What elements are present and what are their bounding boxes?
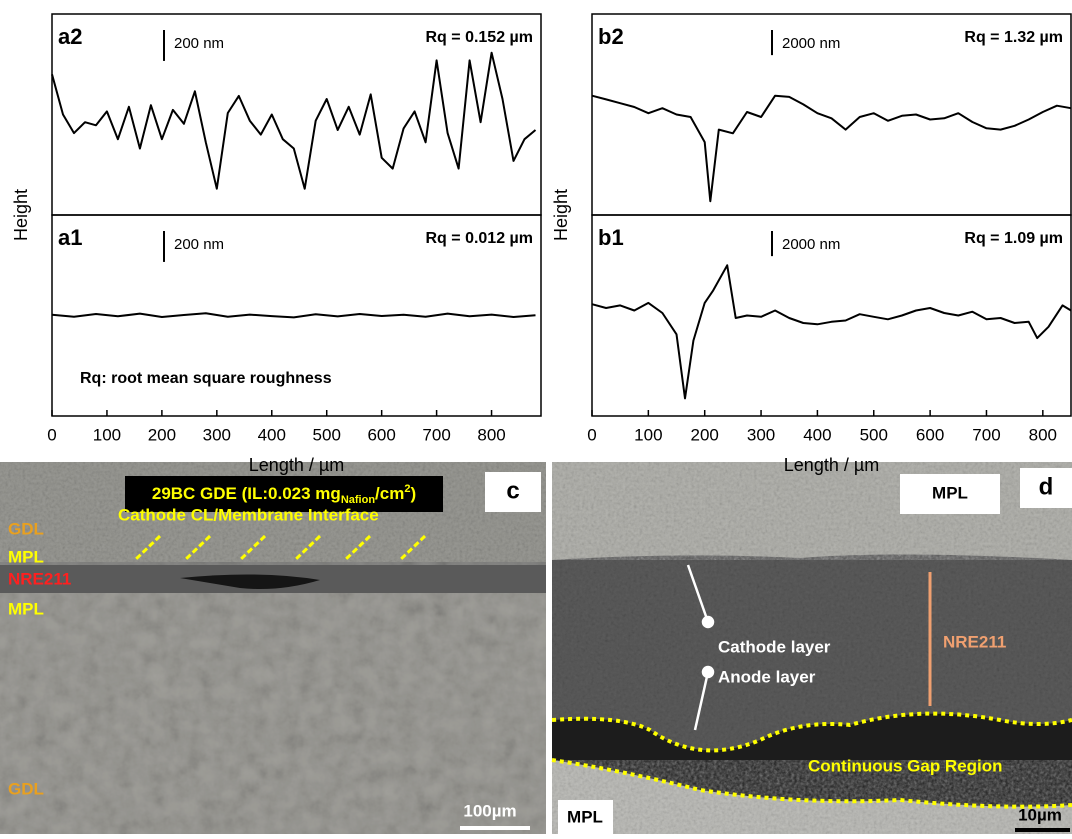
title-text: ) — [410, 484, 416, 503]
panel-label: a1 — [58, 225, 82, 250]
x-tick-label: 0 — [587, 425, 596, 444]
title-text: /cm — [375, 484, 404, 503]
panel-label: d — [1039, 473, 1054, 500]
scale-bar-label: 200 nm — [174, 35, 224, 52]
note: Rq: root mean square roughness — [80, 370, 332, 387]
rq-annotation: Rq = 0.152 µm — [426, 29, 534, 46]
layer-label: NRE211 — [8, 569, 71, 588]
layer-label: MPL — [567, 807, 603, 826]
x-tick-label: 400 — [258, 425, 286, 444]
x-tick-label: 200 — [691, 425, 719, 444]
layer-label: GDL — [8, 779, 44, 798]
x-tick-label: 700 — [972, 425, 1000, 444]
page: {"chart_data": [ {"type": "line", "panel… — [0, 0, 1072, 834]
layer-label: GDL — [8, 519, 44, 538]
panel-label: b1 — [598, 225, 624, 250]
profile-line — [592, 265, 1071, 398]
layer-label: MPL — [8, 599, 44, 618]
x-axis-label: Length / µm — [784, 455, 879, 475]
x-tick-label: 800 — [1029, 425, 1057, 444]
lower-region — [0, 593, 546, 834]
rq-annotation: Rq = 0.012 µm — [426, 230, 534, 247]
scale-bar-label: 10µm — [1018, 805, 1062, 824]
scale-bar-label: 100µm — [463, 801, 516, 820]
sem-image-d: MPL d Cathode layer NRE211 Anode layer C… — [552, 462, 1072, 834]
x-tick-label: 200 — [148, 425, 176, 444]
x-tick-label: 300 — [747, 425, 775, 444]
scale-bar-label: 2000 nm — [782, 35, 840, 52]
x-tick-label: 700 — [422, 425, 450, 444]
profile-line — [592, 96, 1071, 202]
scale-bar-label: 200 nm — [174, 236, 224, 253]
sem-image-c: 29BC GDE (IL:0.023 mgNafion/cm2) c GDL C… — [0, 462, 546, 834]
x-axis-label: Length / µm — [249, 455, 344, 475]
x-tick-label: 0 — [47, 425, 56, 444]
rq-annotation: Rq = 1.09 µm — [964, 230, 1063, 247]
x-tick-label: 100 — [634, 425, 662, 444]
x-tick-label: 400 — [803, 425, 831, 444]
rq-annotation: Rq = 1.32 µm — [964, 29, 1063, 46]
layer-label: MPL — [932, 483, 968, 502]
title-subscript: Nafion — [341, 494, 376, 506]
title-text: 29BC GDE (IL:0.023 mg — [152, 484, 341, 503]
layer-label: Anode layer — [718, 667, 816, 686]
y-axis-label: Height — [551, 189, 571, 241]
y-axis-label: Height — [11, 189, 31, 241]
x-tick-label: 600 — [916, 425, 944, 444]
layer-label: Continuous Gap Region — [808, 756, 1003, 775]
layer-label: Cathode layer — [718, 637, 831, 656]
layer-label: MPL — [8, 547, 44, 566]
x-tick-label: 100 — [93, 425, 121, 444]
scale-bar-label: 2000 nm — [782, 236, 840, 253]
x-tick-label: 500 — [313, 425, 341, 444]
x-tick-label: 300 — [203, 425, 231, 444]
layer-label: Cathode CL/Membrane Interface — [118, 505, 379, 524]
profile-line — [52, 313, 536, 317]
x-tick-label: 800 — [477, 425, 505, 444]
profile-line — [52, 53, 536, 189]
x-tick-label: 500 — [860, 425, 888, 444]
panel-label: b2 — [598, 24, 624, 49]
x-tick-label: 600 — [367, 425, 395, 444]
layer-label: NRE211 — [943, 632, 1006, 651]
panel-label: c — [506, 477, 519, 504]
figure: 29BC GDE (IL:0.023 mgNafion/cm2) c GDL C… — [0, 0, 1072, 834]
image-title: 29BC GDE (IL:0.023 mgNafion/cm2) — [152, 483, 416, 506]
panel-label: a2 — [58, 24, 82, 49]
